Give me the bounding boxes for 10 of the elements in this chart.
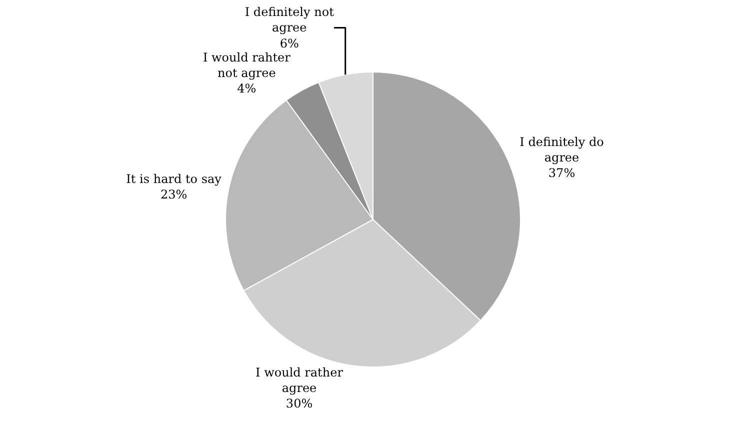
slice-label: I would rahter not agree — [202, 50, 291, 80]
data-label: 37% — [548, 166, 576, 180]
slice-label: I would rather agree — [256, 365, 344, 396]
data-label: 30% — [286, 396, 313, 411]
data-label: 4% — [237, 81, 256, 96]
data-label: 23% — [160, 187, 188, 202]
slice-label: I definitely not agree — [244, 5, 334, 35]
slice-label: It is hard to say — [126, 172, 222, 186]
data-label: 6% — [280, 36, 299, 50]
slice-label: I definitely do agree — [520, 134, 604, 164]
